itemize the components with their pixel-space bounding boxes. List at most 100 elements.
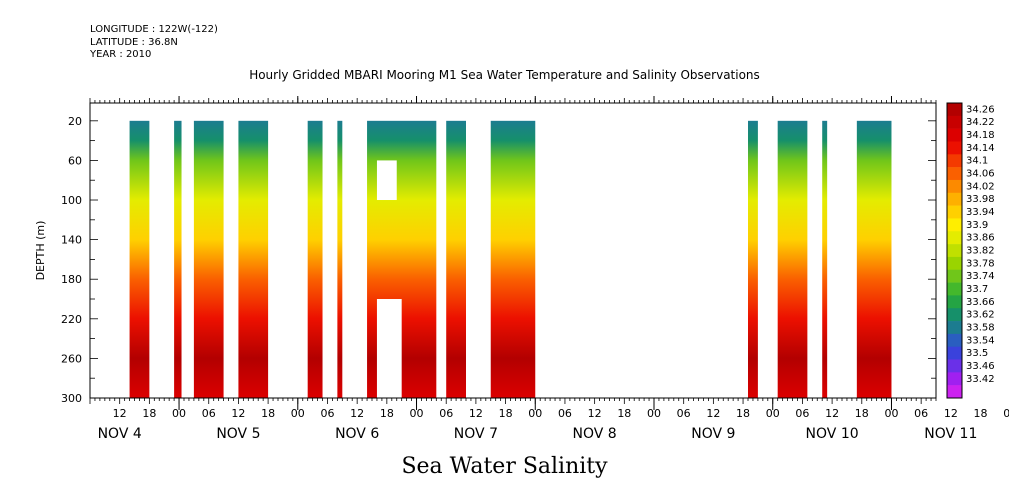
colorbar-swatch: [947, 103, 962, 117]
x-hour-tick-label: 00: [647, 407, 661, 420]
colorbar-label: 34.26: [966, 104, 995, 115]
x-hour-tick-label: 06: [558, 407, 572, 420]
x-hour-tick-label: 06: [677, 407, 691, 420]
x-hour-tick-label: 00: [172, 407, 186, 420]
x-day-label: NOV 6: [335, 426, 379, 442]
longitude-label: LONGITUDE : 122W(-122): [90, 24, 218, 35]
colorbar-swatch: [947, 167, 962, 181]
data-segment-8: [490, 120, 536, 399]
colorbar-swatch: [947, 269, 962, 283]
x-hour-tick-label: 18: [380, 407, 394, 420]
colorbar-label: 33.82: [966, 246, 995, 257]
colorbar-swatch: [947, 115, 962, 129]
data-segment-4: [307, 120, 323, 399]
data-segment-7: [446, 120, 466, 399]
x-day-label: NOV 11: [924, 426, 977, 442]
colorbar-label: 33.62: [966, 310, 995, 321]
colorbar-label: 33.9: [966, 220, 988, 231]
x-hour-tick-label: 00: [884, 407, 898, 420]
x-hour-tick-label: 12: [825, 407, 839, 420]
x-hour-tick-label: 06: [439, 407, 453, 420]
x-hour-tick-label: 12: [231, 407, 245, 420]
data-segment-0: [129, 120, 150, 399]
x-day-label: NOV 9: [691, 426, 735, 442]
y-tick-label: 220: [61, 313, 82, 326]
x-hour-tick-label: 18: [142, 407, 156, 420]
colorbar-label: 33.54: [966, 335, 995, 346]
x-hour-tick-label: 00: [410, 407, 424, 420]
colorbar-swatch: [947, 372, 962, 386]
colorbar-swatch: [947, 359, 962, 373]
y-tick-label: 60: [68, 154, 82, 167]
x-hour-tick-label: 00: [528, 407, 542, 420]
metadata-block: LONGITUDE : 122W(-122) LATITUDE : 36.8N …: [90, 24, 218, 62]
x-hour-tick-label: 12: [944, 407, 958, 420]
colorbar-label: 33.46: [966, 361, 995, 372]
colorbar-label: 33.42: [966, 374, 995, 385]
x-hour-tick-label: 00: [766, 407, 780, 420]
colorbar-label: 34.02: [966, 181, 995, 192]
x-hour-tick-label: 00: [291, 407, 305, 420]
colorbar-swatch: [947, 205, 962, 219]
colorbar-swatch: [947, 282, 962, 296]
data-segment-10: [777, 120, 808, 399]
colorbar-swatch: [947, 244, 962, 258]
data-segment-5: [337, 120, 343, 399]
x-hour-tick-label: 18: [261, 407, 275, 420]
colorbar-label: 34.14: [966, 143, 995, 154]
colorbar-label: 33.78: [966, 258, 995, 269]
colorbar-swatch: [947, 179, 962, 194]
colorbar-label: 34.22: [966, 117, 995, 128]
colorbar-swatch: [947, 333, 962, 347]
colorbar-label: 33.98: [966, 194, 995, 205]
x-day-label: NOV 10: [806, 426, 859, 442]
colorbar-swatch: [947, 192, 962, 206]
x-hour-tick-label: 12: [706, 407, 720, 420]
y-tick-label: 20: [68, 115, 82, 128]
colorbar-swatch: [947, 321, 962, 335]
x-hour-tick-label: 18: [736, 407, 750, 420]
missing-block-1: [376, 299, 402, 398]
data-segment-12: [856, 120, 892, 399]
data-segment-2: [193, 120, 224, 399]
colorbar-swatch: [947, 346, 962, 360]
variable-title: Sea Water Salinity: [401, 454, 608, 479]
x-hour-tick-label: 18: [974, 407, 988, 420]
latitude-label: LATITUDE : 36.8N: [90, 36, 178, 48]
y-axis-label: DEPTH (m): [34, 221, 47, 281]
x-hour-tick-label: 12: [469, 407, 483, 420]
colorbar-swatch: [947, 231, 962, 245]
chart-title: Hourly Gridded MBARI Mooring M1 Sea Wate…: [249, 68, 760, 82]
x-day-label: NOV 4: [98, 426, 142, 442]
y-tick-label: 100: [61, 194, 82, 207]
data-segment-9: [748, 120, 758, 399]
colorbar-label: 33.86: [966, 233, 995, 244]
plot-frame: [89, 102, 937, 399]
data-segment-11: [822, 120, 828, 399]
colorbar-label: 33.7: [966, 284, 988, 295]
colorbar-label: 33.66: [966, 297, 995, 308]
colorbar-label: 34.06: [966, 169, 995, 180]
colorbar-swatch: [947, 308, 962, 322]
x-hour-tick-label: 12: [113, 407, 127, 420]
x-day-label: NOV 7: [454, 426, 498, 442]
year-label: YEAR : 2010: [90, 49, 152, 60]
colorbar-label: 33.94: [966, 207, 995, 218]
x-hour-tick-label: 06: [202, 407, 216, 420]
data-segment-3: [238, 120, 269, 399]
x-hour-tick-label: 00: [1003, 407, 1009, 420]
colorbar-swatch: [947, 218, 962, 232]
colorbar-label: 33.5: [966, 348, 988, 359]
x-hour-tick-label: 18: [617, 407, 631, 420]
colorbar-swatch: [947, 256, 962, 271]
colorbar-swatch: [947, 385, 962, 399]
colorbar-label: 34.1: [966, 156, 988, 167]
data-segment-1: [174, 120, 182, 399]
x-hour-tick-label: 06: [320, 407, 334, 420]
x-day-label: NOV 5: [216, 426, 260, 442]
colorbar-swatch: [947, 141, 962, 155]
y-tick-label: 140: [61, 234, 82, 247]
missing-block-0: [376, 160, 397, 201]
x-hour-tick-label: 18: [855, 407, 869, 420]
